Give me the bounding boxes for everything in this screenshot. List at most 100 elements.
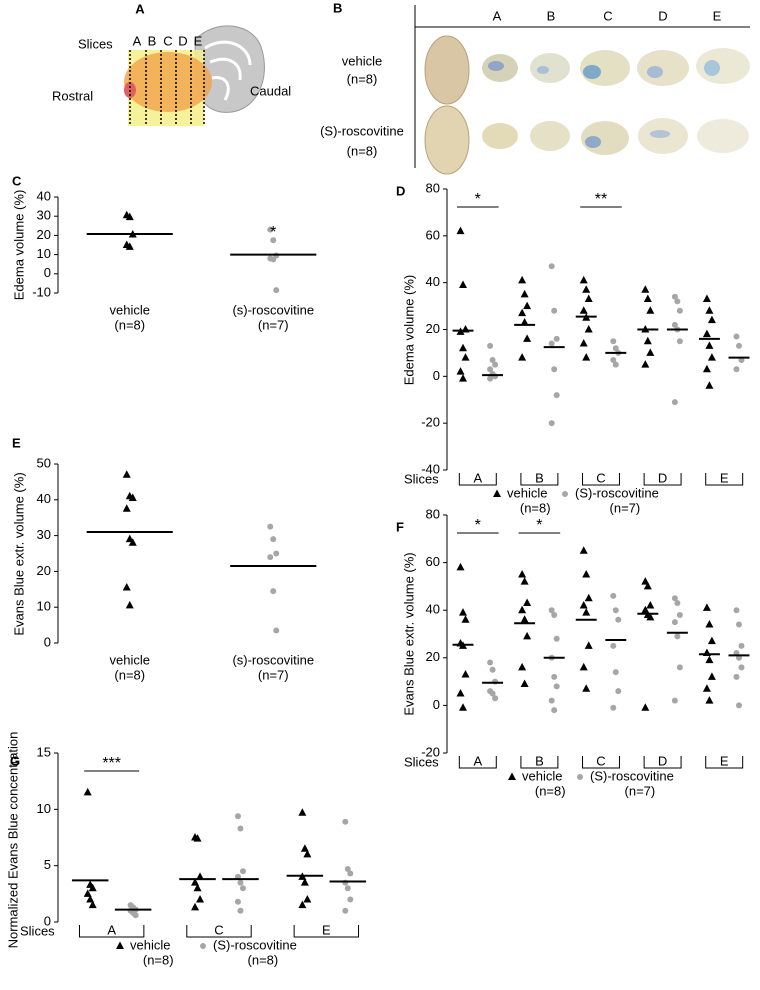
legend-marker: [562, 491, 568, 497]
category-note: (n=7): [258, 667, 289, 682]
point: [193, 883, 202, 892]
slice-letter: E: [194, 33, 203, 48]
y-tick-label: 0: [44, 265, 51, 280]
slice-letter: D: [178, 33, 187, 48]
point: [641, 285, 650, 293]
point: [520, 289, 529, 298]
point: [705, 341, 714, 349]
point: [551, 611, 558, 618]
panel-letter: F: [396, 519, 404, 534]
category-label: (s)-roscovitine: [232, 302, 314, 317]
y-tick-label: 0: [44, 634, 51, 649]
point: [733, 366, 740, 373]
point: [702, 684, 711, 692]
column-header: B: [547, 8, 556, 23]
point: [735, 702, 742, 709]
point: [548, 607, 555, 614]
category-label: E: [720, 470, 729, 485]
point: [347, 870, 354, 877]
point: [582, 285, 591, 293]
point: [612, 607, 619, 614]
point: [344, 866, 351, 873]
point: [553, 635, 560, 642]
point: [300, 878, 309, 886]
point: [643, 336, 652, 345]
significance: *: [475, 191, 481, 208]
panel-letter: G: [10, 753, 20, 768]
slice-box: [643, 756, 682, 769]
point: [487, 375, 494, 382]
panel-letter: C: [12, 173, 22, 188]
point: [270, 256, 277, 263]
point: [273, 550, 280, 557]
point: [270, 237, 277, 244]
point: [671, 321, 678, 328]
point: [461, 615, 470, 623]
point: [456, 367, 465, 375]
point: [671, 697, 678, 704]
point: [641, 703, 650, 711]
legend-marker: [116, 941, 124, 949]
y-tick-label: 20: [426, 321, 440, 336]
y-tick-label: 20: [37, 227, 51, 242]
point: [459, 343, 468, 352]
point: [735, 621, 742, 628]
point: [615, 688, 622, 695]
slice-box: [582, 473, 620, 486]
point: [344, 885, 351, 892]
point: [125, 600, 134, 609]
point: [674, 633, 681, 640]
point: [239, 885, 246, 892]
point: [191, 878, 200, 886]
y-tick-label: -20: [421, 744, 440, 759]
point: [520, 615, 529, 623]
point: [487, 366, 494, 373]
point: [459, 374, 468, 382]
panel-letter: A: [135, 1, 145, 16]
significance: **: [595, 191, 607, 208]
category-label: vehicle: [110, 652, 150, 667]
point: [553, 392, 560, 399]
y-tick-label: 40: [426, 274, 440, 289]
y-tick-label: 40: [37, 188, 51, 203]
point: [705, 381, 714, 389]
point: [234, 813, 241, 820]
point: [489, 356, 496, 363]
slice-box: [520, 756, 559, 769]
legend-label: (S)-roscovitine: [590, 768, 674, 783]
slice-box: [705, 756, 744, 769]
row-note: (n=8): [347, 143, 378, 158]
point: [122, 470, 131, 478]
point: [237, 825, 244, 832]
point: [610, 642, 617, 649]
point: [523, 598, 532, 607]
legend-marker: [200, 943, 206, 949]
point: [733, 333, 740, 340]
y-tick-label: 5: [44, 857, 51, 872]
slice-letter: B: [148, 33, 157, 48]
category-label: E: [322, 922, 331, 937]
point: [270, 588, 277, 595]
point: [579, 662, 588, 671]
point: [267, 226, 274, 233]
y-axis-label: Normalized Evans Blue concentration: [5, 732, 20, 949]
slice-letter: C: [163, 33, 172, 48]
y-tick-label: -10: [32, 284, 51, 299]
point: [191, 902, 200, 911]
significance: *: [270, 224, 276, 241]
y-tick-label: 15: [37, 744, 51, 759]
point: [342, 818, 349, 825]
point: [461, 669, 470, 678]
legend-marker: [493, 489, 501, 497]
point: [671, 619, 678, 626]
category-label: vehicle: [110, 302, 150, 317]
column-header: D: [658, 8, 667, 23]
point: [702, 364, 711, 373]
point: [548, 697, 555, 704]
y-tick-label: 60: [426, 554, 440, 569]
y-tick-label: 50: [37, 455, 51, 470]
point: [523, 301, 532, 310]
slice-lines: [129, 50, 205, 126]
slice-letter: A: [133, 33, 142, 48]
slice-box: [643, 473, 682, 486]
